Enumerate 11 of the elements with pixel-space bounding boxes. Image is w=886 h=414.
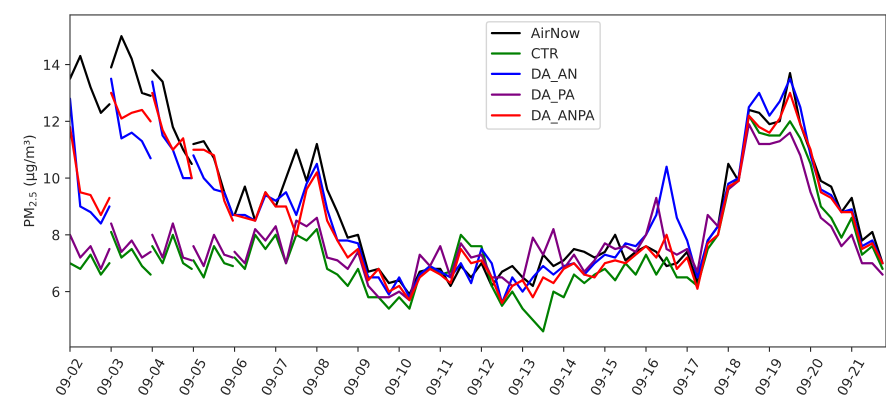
- legend-label: AirNow: [530, 27, 580, 38]
- legend-label: CTR: [532, 48, 558, 59]
- y-tick-label: 10: [44, 173, 60, 184]
- y-tick-label: 12: [44, 116, 59, 127]
- legend-label: DA_PA: [532, 89, 575, 103]
- legend-label: DA_ANPA: [532, 110, 594, 124]
- y-tick-label: 8: [52, 230, 60, 240]
- y-axis-title: PM$_{2.5}$ (µg/m³): [24, 136, 37, 226]
- y-tick-label: 6: [52, 286, 60, 298]
- legend-label: DA_AN: [532, 68, 576, 82]
- y-tick-label: 14: [44, 60, 60, 70]
